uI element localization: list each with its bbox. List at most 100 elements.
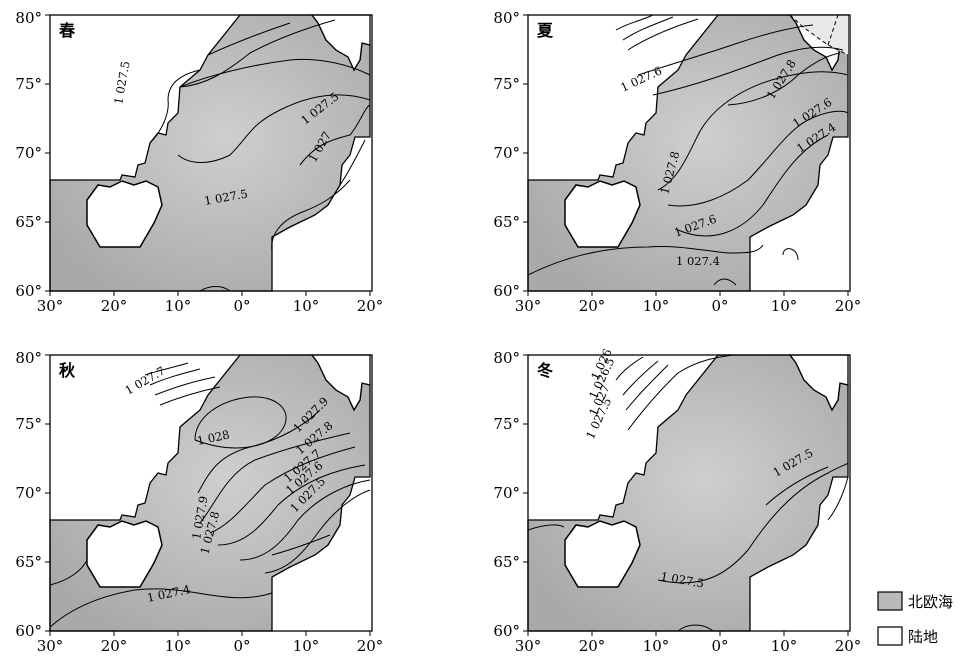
lon-tick-label: 10°	[165, 297, 192, 315]
isopycnal-line	[667, 110, 849, 207]
isopycnal-line	[765, 466, 829, 506]
svalbard-land	[788, 354, 849, 412]
lat-tick-label: 80°	[15, 349, 42, 367]
season-label: 春	[58, 21, 76, 40]
lon-tick-label: 20°	[579, 637, 606, 655]
isopycnal-line	[677, 624, 714, 632]
isopycnal-line	[527, 244, 764, 276]
lon-tick-label: 20°	[357, 637, 384, 655]
lat-tick-label: 75°	[15, 415, 42, 433]
isopycnal-line	[209, 446, 356, 534]
lon-tick-label: 0°	[711, 637, 728, 655]
isopycnal-line	[217, 464, 366, 546]
isopycnal-line	[144, 362, 189, 376]
isopycnal-line	[625, 364, 669, 411]
isopycnal-line	[177, 94, 371, 163]
lat-tick-label: 75°	[493, 415, 520, 433]
lon-tick-label: 10°	[771, 297, 798, 315]
isopycnal-line	[49, 588, 273, 628]
svalbard-land	[310, 354, 371, 412]
lat-tick-label: 60°	[493, 622, 520, 640]
map-panel-1: 1 027.6 1 027.81 027.61 027.41 027.81 027…	[493, 9, 861, 315]
legend-sea-swatch	[877, 591, 903, 611]
lat-tick-label: 65°	[15, 213, 42, 231]
lon-tick-label: 10°	[643, 637, 670, 655]
lon-tick-label: 0°	[233, 637, 250, 655]
isopycnal-line	[652, 46, 844, 96]
iceland-land	[86, 180, 163, 248]
isopycnal-line	[637, 24, 814, 76]
lat-tick-label: 70°	[493, 484, 520, 502]
isopycnal-line	[677, 134, 829, 237]
isopycnal-line	[149, 368, 201, 386]
lat-tick-label: 60°	[15, 282, 42, 300]
lat-tick-label: 60°	[15, 622, 42, 640]
isopycnal-line	[627, 354, 734, 431]
isopycnal-line	[657, 462, 849, 584]
isopycnal-line	[622, 360, 659, 396]
lon-tick-label: 10°	[165, 637, 192, 655]
isopycnal-line	[622, 16, 674, 41]
lat-tick-label: 70°	[15, 144, 42, 162]
lon-tick-label: 10°	[643, 297, 670, 315]
lon-tick-label: 30°	[37, 297, 64, 315]
iceland-land	[564, 520, 641, 588]
isopycnal-line	[615, 14, 654, 31]
lon-tick-label: 20°	[101, 297, 128, 315]
isopycnal-line	[615, 356, 644, 381]
contour-label: 1 027.4	[676, 254, 720, 268]
isopycnal-line	[194, 396, 287, 449]
isopycnal-line	[527, 524, 565, 531]
season-label: 秋	[59, 361, 76, 380]
lon-tick-label: 20°	[835, 297, 862, 315]
legend: 北欧海 陆地	[877, 591, 953, 646]
lon-tick-label: 30°	[37, 637, 64, 655]
lat-tick-label: 60°	[493, 282, 520, 300]
lon-tick-label: 10°	[293, 637, 320, 655]
lat-tick-label: 65°	[493, 213, 520, 231]
isopycnal-line	[657, 71, 849, 191]
contour-label: 1 028	[196, 427, 231, 448]
isopycnal-line	[271, 534, 331, 556]
isopycnal-line	[199, 286, 231, 292]
legend-sea-label: 北欧海	[908, 593, 953, 611]
lon-tick-label: 30°	[515, 297, 542, 315]
isopycnal-line	[271, 179, 351, 252]
isopycnal-line	[299, 104, 371, 166]
lat-tick-label: 70°	[493, 144, 520, 162]
isopycnal-line	[339, 139, 366, 186]
isopycnal-line	[179, 19, 336, 88]
legend-land-label: 陆地	[908, 628, 938, 646]
lat-tick-label: 80°	[15, 9, 42, 27]
lat-tick-label: 75°	[493, 75, 520, 93]
isopycnal-line	[727, 52, 841, 106]
lat-tick-label: 75°	[15, 75, 42, 93]
lat-tick-label: 65°	[15, 553, 42, 571]
lat-tick-label: 70°	[15, 484, 42, 502]
lat-tick-label: 80°	[493, 9, 520, 27]
legend-land-swatch	[877, 626, 903, 646]
map-panel-0: 1 027.51 027.51 027.51 027春80°75°70°65°6…	[15, 9, 383, 315]
isopycnal-line	[627, 18, 699, 51]
svalbard-land	[310, 14, 371, 72]
lon-tick-label: 0°	[711, 297, 728, 315]
isopycnal-line	[159, 386, 221, 406]
isopycnal-line	[207, 22, 291, 56]
isopycnal-line	[827, 476, 849, 521]
isopycnal-line	[154, 376, 216, 396]
isopycnal-line	[49, 559, 88, 586]
season-label: 夏	[536, 21, 554, 40]
isopycnal-line	[239, 479, 371, 561]
lat-tick-label: 65°	[493, 553, 520, 571]
isopycnal-line	[197, 409, 321, 494]
dashed-boundary	[789, 14, 849, 56]
isopycnal-line	[179, 58, 371, 88]
iceland-land	[86, 520, 163, 588]
lon-tick-label: 20°	[101, 637, 128, 655]
season-label: 冬	[537, 361, 553, 380]
isopycnal-line	[782, 248, 799, 261]
lon-tick-label: 10°	[293, 297, 320, 315]
